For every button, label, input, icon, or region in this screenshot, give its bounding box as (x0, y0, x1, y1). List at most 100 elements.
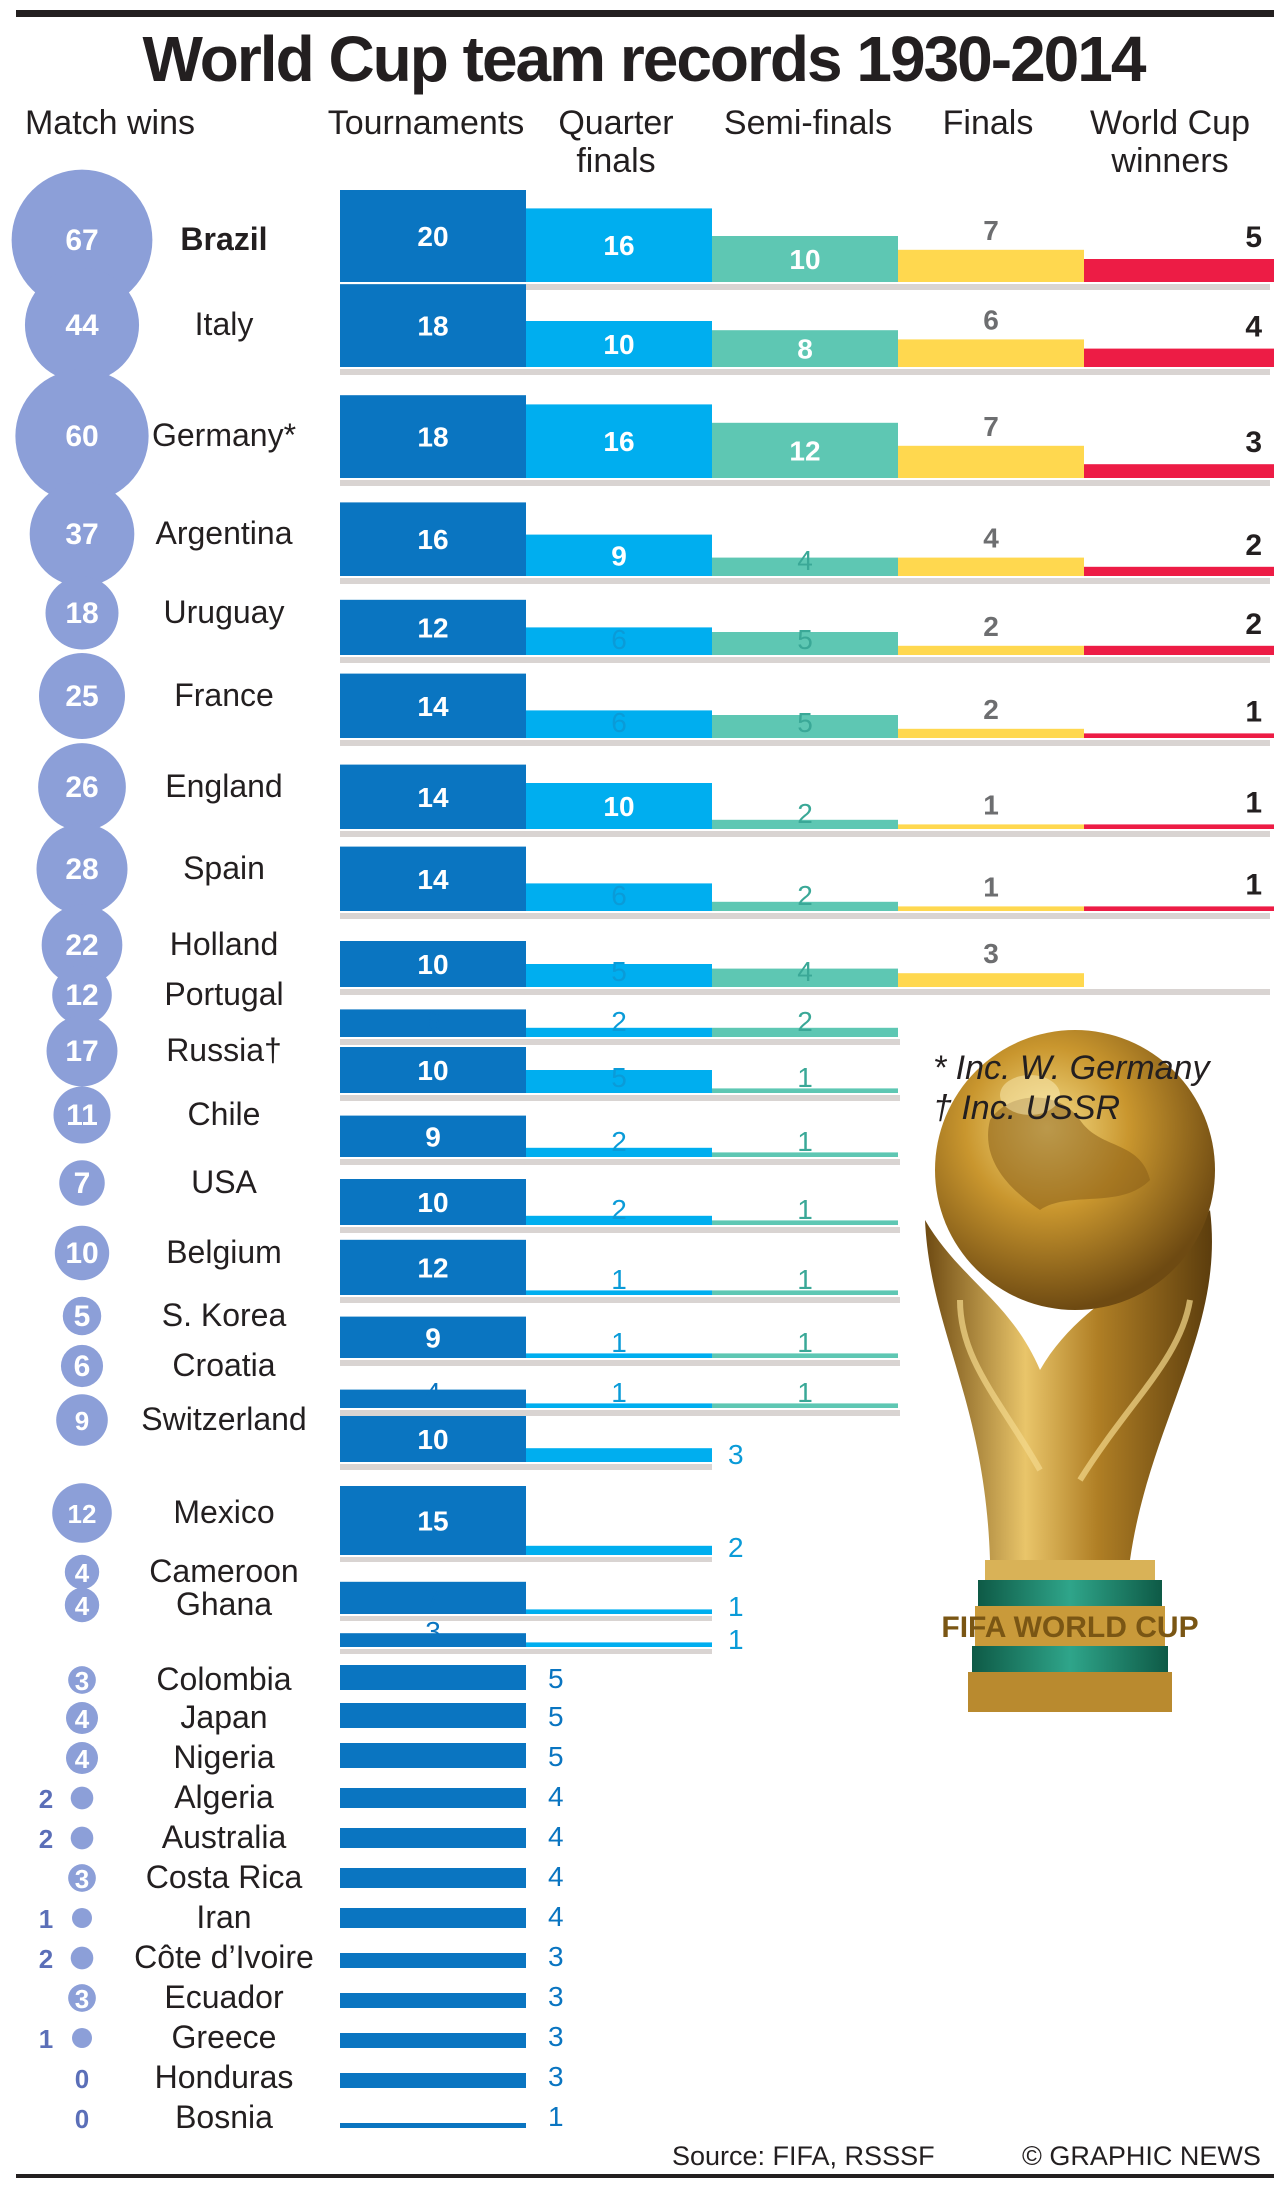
bar-label-tournaments-honduras: 3 (548, 2061, 564, 2092)
team-name-algeria: Algeria (174, 1779, 274, 1815)
bar-label-tournaments-usa: 10 (417, 1187, 448, 1218)
bar-tournaments-japan (340, 1703, 526, 1728)
bar-quarter-finals-uruguay (526, 627, 712, 655)
row-shadow-mexico (340, 1557, 712, 1562)
bubble-label-greece: 1 (39, 2024, 53, 2054)
bubble-label-honduras: 0 (75, 2064, 89, 2094)
bubble-label-bosnia: 0 (75, 2104, 89, 2134)
bubble-france (39, 653, 125, 739)
row-shadow-england (340, 831, 1270, 837)
bar-finals-spain (898, 906, 1084, 911)
bubble-label-colombia: 3 (75, 1666, 89, 1696)
bar-label-tournaments-england: 14 (417, 782, 449, 813)
bar-label-tournaments-italy: 18 (417, 311, 448, 342)
header-match-wins: Match wins (24, 104, 196, 142)
bar-semi-finals-italy (712, 330, 898, 367)
bubble-cameroon (64, 1554, 100, 1590)
team-name-s-korea: S. Korea (162, 1297, 287, 1333)
bar-label-tournaments-portugal: 6 (425, 1006, 441, 1037)
bubble-label-germany: 60 (65, 420, 98, 453)
bubble-switzerland (56, 1394, 108, 1446)
bar-quarter-finals-cameroon (526, 1609, 712, 1614)
bar-quarter-finals-mexico (526, 1545, 712, 1555)
bar-finals-france (898, 728, 1084, 738)
bar-label-world-cup-winners-germany: 3 (1245, 426, 1262, 459)
bar-tournaments-germany (340, 395, 526, 478)
bar-label-tournaments-c-te-d-ivoire: 3 (548, 1941, 564, 1972)
bubble-label-england: 26 (65, 771, 98, 804)
bar-label-quarter-finals-england: 10 (603, 791, 634, 822)
team-name-england: England (165, 768, 282, 804)
bubble-usa (59, 1160, 105, 1206)
bar-finals-uruguay (898, 645, 1084, 655)
bar-tournaments-holland (340, 941, 526, 987)
bar-label-world-cup-winners-argentina: 2 (1245, 529, 1262, 562)
team-name-iran: Iran (196, 1899, 251, 1935)
team-name-uruguay: Uruguay (164, 594, 285, 630)
row-shadow-belgium (340, 1297, 900, 1303)
row-shadow-brazil (340, 284, 1270, 290)
bar-world-cup-winners-italy (1084, 348, 1274, 367)
bar-label-semi-finals-england: 2 (797, 798, 813, 829)
bar-tournaments-mexico (340, 1486, 526, 1555)
bubble-nigeria (66, 1742, 98, 1774)
bar-label-semi-finals-usa: 1 (797, 1194, 813, 1225)
bubble-label-italy: 44 (65, 309, 99, 342)
bar-label-semi-finals-spain: 2 (797, 880, 813, 911)
bar-semi-finals-croatia (712, 1403, 898, 1408)
bar-tournaments-colombia (340, 1665, 526, 1690)
bar-tournaments-usa (340, 1179, 526, 1225)
bar-label-finals-holland: 3 (983, 938, 999, 969)
bubble-c-te-d-ivoire (70, 1946, 94, 1970)
bar-label-quarter-finals-russia: 5 (611, 1062, 627, 1093)
bar-world-cup-winners-spain (1084, 906, 1274, 911)
note-germany: * Inc. W. Germany (933, 1049, 1210, 1087)
bar-quarter-finals-chile (526, 1147, 712, 1157)
bar-tournaments-spain (340, 846, 526, 911)
bar-tournaments-france (340, 673, 526, 738)
bar-label-semi-finals-uruguay: 5 (797, 624, 813, 655)
team-name-switzerland: Switzerland (141, 1401, 306, 1437)
bar-world-cup-winners-france (1084, 733, 1274, 738)
bar-tournaments-croatia (340, 1389, 526, 1408)
bar-label-tournaments-greece: 3 (548, 2021, 564, 2052)
bar-label-semi-finals-croatia: 1 (797, 1377, 813, 1408)
bar-semi-finals-usa (712, 1220, 898, 1225)
bar-semi-finals-portugal (712, 1027, 898, 1037)
bar-quarter-finals-brazil (526, 208, 712, 282)
bar-label-finals-england: 1 (983, 789, 999, 820)
bar-label-tournaments-japan: 5 (548, 1701, 564, 1732)
bar-label-tournaments-france: 14 (417, 691, 449, 722)
bar-label-tournaments-uruguay: 12 (417, 612, 448, 643)
row-shadow-cameroon (340, 1616, 712, 1621)
team-name-portugal: Portugal (164, 976, 283, 1012)
bar-finals-argentina (898, 557, 1084, 576)
bar-label-tournaments-chile: 9 (425, 1121, 441, 1152)
row-shadow-croatia (340, 1410, 900, 1416)
bar-label-tournaments-nigeria: 5 (548, 1741, 564, 1772)
team-name-belgium: Belgium (166, 1234, 282, 1270)
row-shadow-s-korea (340, 1360, 900, 1366)
bar-label-semi-finals-belgium: 1 (797, 1264, 813, 1295)
bar-quarter-finals-s-korea (526, 1353, 712, 1358)
bubble-label-australia: 2 (39, 1824, 53, 1854)
team-name-ecuador: Ecuador (164, 1979, 284, 2015)
bubble-costa-rica (68, 1864, 96, 1892)
chart-title: World Cup team records 1930-2014 (142, 23, 1147, 95)
row-shadow-usa (340, 1227, 900, 1233)
bubble-label-belgium: 10 (65, 1237, 98, 1270)
bubble-algeria (70, 1786, 94, 1810)
bar-label-semi-finals-holland: 4 (797, 956, 813, 987)
bubble-portugal (52, 965, 112, 1025)
bar-label-semi-finals-russia: 1 (797, 1062, 813, 1093)
bubble-russia (46, 1015, 118, 1087)
bar-label-quarter-finals-croatia: 1 (611, 1377, 627, 1408)
bar-quarter-finals-italy (526, 321, 712, 367)
bar-world-cup-winners-brazil (1084, 259, 1274, 282)
bar-quarter-finals-portugal (526, 1027, 712, 1037)
bar-quarter-finals-ghana (526, 1642, 712, 1647)
bar-quarter-finals-france (526, 710, 712, 738)
bar-world-cup-winners-argentina (1084, 566, 1274, 576)
row-shadow-chile (340, 1159, 900, 1165)
